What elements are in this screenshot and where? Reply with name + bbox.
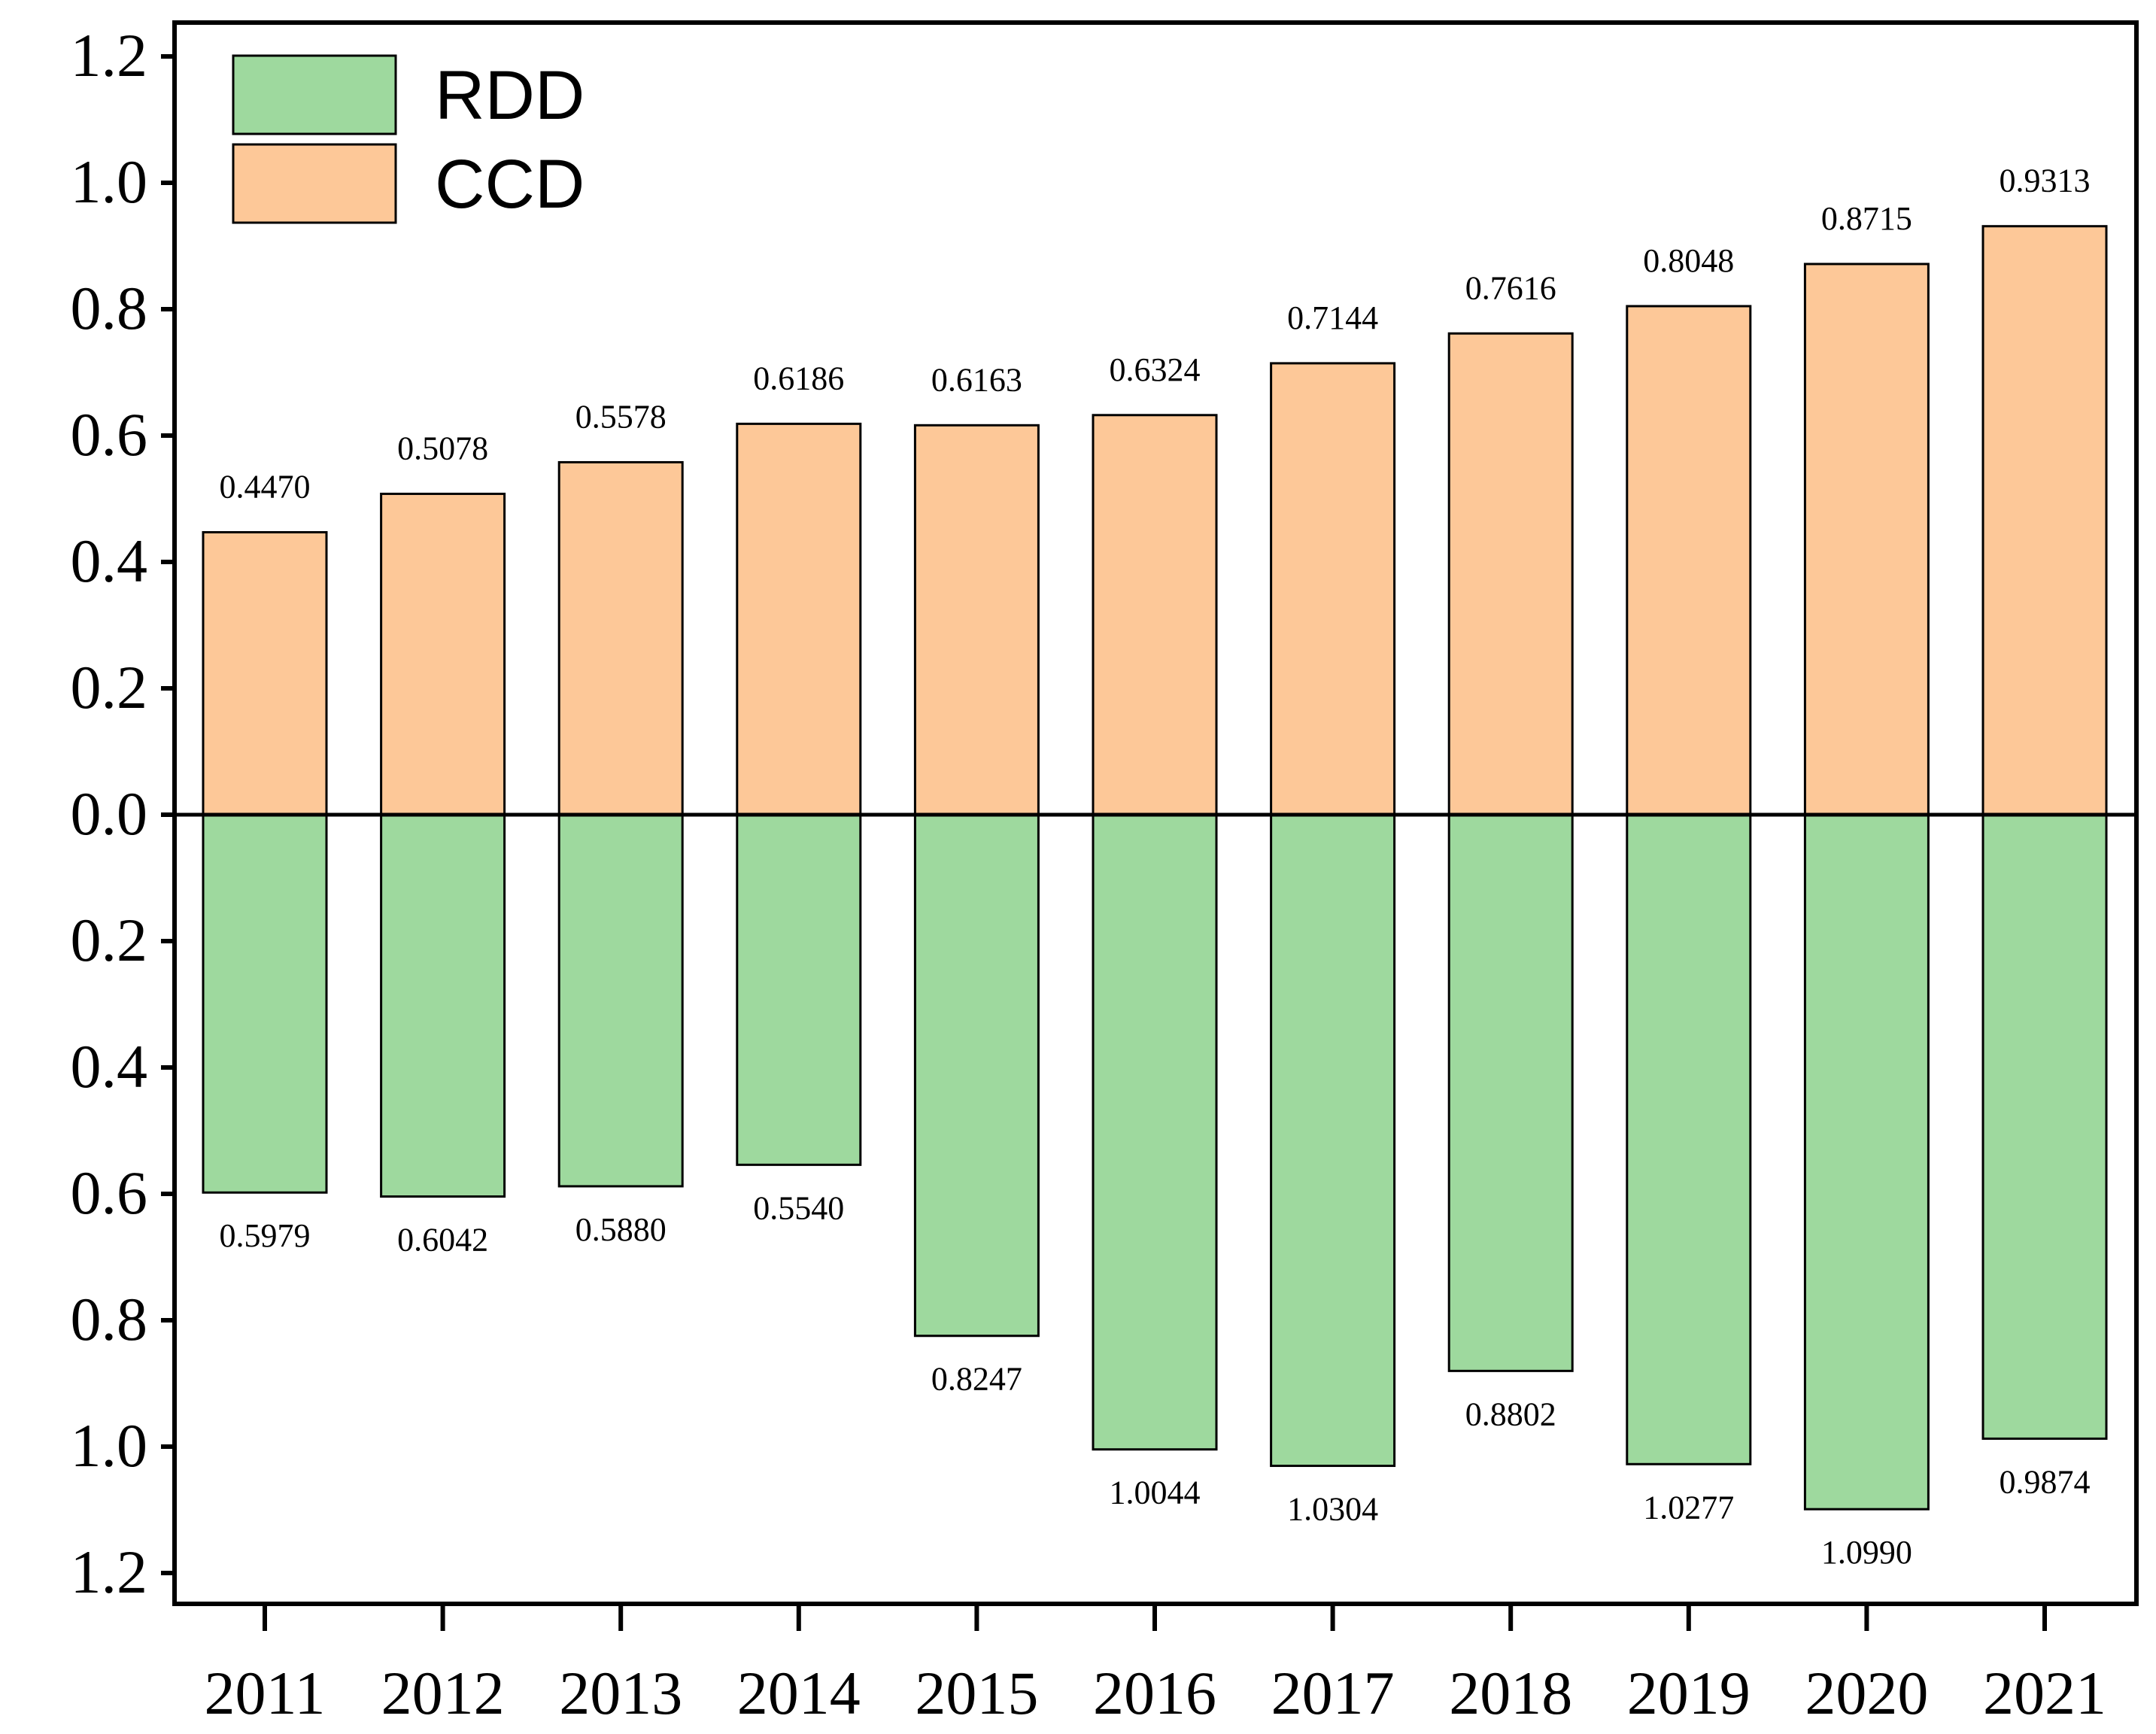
rdd-value-label: 0.5880: [575, 1211, 667, 1248]
rdd-bar-2019: [1626, 813, 1752, 1465]
rdd-value-label: 0.5979: [220, 1217, 311, 1254]
y-tick-label: 1.0: [71, 147, 148, 216]
y-tick-label: 0.8: [71, 274, 148, 342]
rdd-value-label: 1.0304: [1287, 1491, 1378, 1528]
y-tick-label: 1.2: [71, 21, 148, 90]
rdd-value-label: 1.0044: [1110, 1474, 1201, 1511]
ccd-bar-2017: [1270, 362, 1396, 816]
legend-swatch-rdd: [232, 54, 397, 135]
y-tick-label: 0.8: [71, 1285, 148, 1353]
rdd-bar-2015: [913, 813, 1040, 1338]
rdd-value-label: 0.6042: [397, 1222, 488, 1259]
x-tick-label: 2014: [737, 1659, 861, 1727]
ccd-value-label: 0.8715: [1821, 200, 1912, 237]
x-tick-label: 2018: [1449, 1659, 1572, 1727]
rdd-bar-2020: [1803, 813, 1930, 1511]
y-tick-label: 0.2: [71, 653, 148, 721]
rdd-bar-2016: [1092, 813, 1218, 1451]
rdd-bar-2017: [1270, 813, 1396, 1468]
y-tick-label: 0.6: [71, 400, 148, 469]
ccd-value-label: 0.5578: [575, 398, 667, 435]
rdd-bar-2014: [736, 813, 862, 1166]
ccd-value-label: 0.5078: [397, 430, 488, 466]
y-axis: 1.2 1.0 0.8 0.6 0.4 0.2 0.0 0.2 0.4 0.6 0.8 1.0 1.2: [71, 21, 175, 1606]
x-tick-label: 2020: [1805, 1659, 1928, 1727]
rdd-bar-2011: [202, 813, 328, 1194]
ccd-value-label: 0.6324: [1110, 351, 1201, 388]
ccd-value-label: 0.4470: [220, 469, 311, 506]
x-tick-label: 2016: [1093, 1659, 1216, 1727]
legend-swatch-ccd: [232, 143, 397, 224]
x-axis: 2011 2012 2013 2014 2015 2016 2017 2018 2019 2020…: [205, 1604, 2106, 1727]
y-tick-label: 0.4: [71, 1032, 148, 1101]
rdd-value-label: 1.0990: [1821, 1534, 1912, 1571]
ccd-value-label: 0.6186: [753, 360, 844, 396]
ccd-value-label: 0.8048: [1643, 242, 1734, 279]
legend-label-ccd: CCD: [435, 146, 585, 223]
x-tick-label: 2021: [1983, 1659, 2106, 1727]
rdd-bar-2021: [1981, 813, 2108, 1440]
y-tick-label: 0.0: [71, 779, 148, 848]
rdd-value-label: 1.0277: [1643, 1489, 1734, 1526]
rdd-bar-2013: [557, 813, 684, 1188]
rdd-value-label: 0.8802: [1465, 1395, 1556, 1432]
x-tick-label: 2012: [381, 1659, 505, 1727]
x-tick-label: 2017: [1271, 1659, 1395, 1727]
ccd-bar-2014: [736, 422, 862, 816]
y-tick-label: 0.4: [71, 527, 148, 595]
ccd-bar-2020: [1803, 263, 1930, 816]
y-tick-label: 1.0: [71, 1411, 148, 1480]
bar-labels: 0.5979 0.6042 0.5880 0.5540 0.8247 1.0044 1.03…: [220, 162, 2091, 1571]
rdd-value-label: 0.9874: [2000, 1463, 2091, 1500]
ccd-bar-2012: [380, 492, 506, 816]
rdd-value-label: 0.5540: [753, 1189, 844, 1226]
ccd-bar-2018: [1447, 332, 1574, 816]
ccd-bar-2013: [557, 460, 684, 816]
ccd-bar-2015: [913, 424, 1040, 816]
x-tick-label: 2015: [915, 1659, 1038, 1727]
legend: RDD CCD: [232, 54, 585, 224]
rdd-bar-2018: [1447, 813, 1574, 1372]
ccd-value-label: 0.7616: [1465, 269, 1556, 306]
x-tick-label: 2013: [559, 1659, 682, 1727]
ccd-value-label: 0.6163: [931, 361, 1022, 398]
ccd-bar-2011: [202, 531, 328, 816]
x-tick-label: 2011: [205, 1659, 326, 1727]
rdd-bar-2012: [380, 813, 506, 1198]
ccd-bar-2021: [1981, 225, 2108, 816]
ccd-value-label: 0.7144: [1287, 299, 1378, 336]
y-tick-label: 0.2: [71, 906, 148, 974]
legend-label-rdd: RDD: [435, 57, 585, 134]
ccd-bar-2019: [1626, 305, 1752, 816]
y-tick-label: 1.2: [71, 1538, 148, 1606]
ccd-value-label: 0.9313: [2000, 162, 2091, 199]
rdd-value-label: 0.8247: [931, 1361, 1022, 1398]
bars: [202, 225, 2108, 1511]
y-tick-label: 0.6: [71, 1159, 148, 1227]
x-tick-label: 2019: [1627, 1659, 1751, 1727]
ccd-bar-2016: [1092, 414, 1218, 816]
